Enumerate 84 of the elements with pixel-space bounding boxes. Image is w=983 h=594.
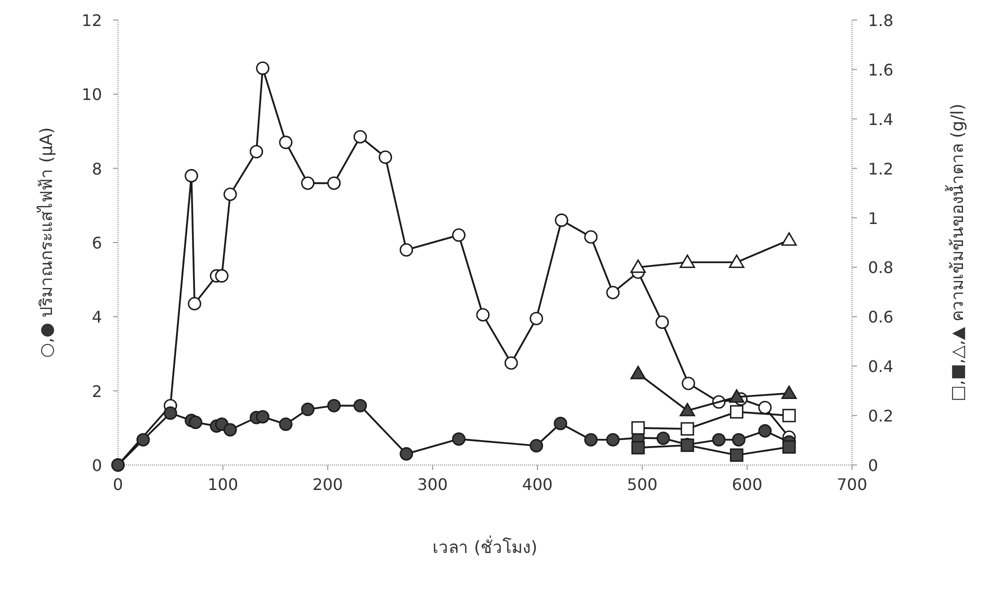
point (250, 144, 264, 158)
y-tick-label: 2 (92, 382, 102, 401)
point (606, 286, 620, 300)
point (301, 402, 314, 416)
point (223, 423, 237, 436)
x-tick-label: 500 (627, 475, 658, 494)
point (184, 169, 198, 182)
point (630, 366, 646, 380)
y2-tick-label: 1.8 (868, 11, 894, 30)
point (606, 433, 620, 446)
y2-axis-title: □,■,△,▲ ความเข้มข้นของน้ำตาล (g/l) (945, 104, 968, 402)
point (256, 410, 270, 424)
point (223, 188, 237, 201)
point (256, 62, 270, 75)
y2-tick-label: 1.6 (868, 60, 894, 80)
point (680, 254, 696, 268)
x-tick-label: 100 (208, 475, 238, 494)
point (758, 400, 772, 414)
point (504, 356, 518, 370)
point (680, 402, 696, 416)
point (630, 260, 646, 273)
point (327, 398, 341, 412)
point (712, 433, 726, 446)
point (279, 418, 292, 431)
point (682, 376, 696, 390)
point (476, 308, 490, 322)
point (656, 432, 670, 445)
point (631, 440, 645, 454)
x-tick-label: 0 (112, 475, 124, 494)
y2-tick-label: 0.2 (868, 406, 894, 426)
point (327, 176, 341, 190)
point (728, 389, 744, 403)
y2-tick-label: 1.4 (868, 110, 894, 129)
point (730, 448, 744, 462)
point (584, 230, 598, 244)
point (400, 447, 414, 461)
point (452, 228, 466, 242)
point (215, 269, 229, 283)
point (354, 130, 367, 144)
point (530, 312, 544, 326)
point (728, 254, 744, 268)
point (781, 232, 797, 246)
y-tick-label: 6 (92, 234, 102, 252)
x-tick-label: 200 (312, 475, 343, 494)
y2-tick-label: 0.4 (868, 357, 894, 376)
y-tick-label: 8 (92, 159, 102, 178)
point (164, 406, 178, 420)
point (188, 296, 202, 310)
x-tick-label: 400 (522, 475, 553, 494)
y-tick-label: 10 (82, 85, 102, 104)
point (354, 398, 367, 412)
y-tick-label: 0 (92, 456, 102, 475)
point (378, 150, 392, 164)
x-tick-label: 300 (417, 475, 448, 494)
x-axis-title: เวลา (ชั่วโมง) (432, 535, 538, 558)
point (730, 405, 744, 419)
y2-tick-label: 0.6 (868, 308, 894, 327)
point (530, 439, 544, 452)
point (301, 176, 314, 190)
point (554, 214, 568, 227)
y2-tick-label: 0 (868, 456, 878, 475)
y-tick-label: 12 (82, 11, 102, 30)
point (554, 416, 568, 430)
point (732, 433, 746, 446)
x-tick-label: 700 (836, 475, 868, 494)
y2-tick-label: 1.2 (868, 159, 894, 178)
y-axis-title: ○,● ปริมาณกระแสไฟฟ้า (µA) (36, 127, 57, 358)
point (452, 432, 466, 446)
point (758, 424, 772, 438)
point (782, 408, 796, 422)
point (631, 421, 645, 435)
y2-tick-label: 0.8 (868, 258, 894, 278)
point (584, 433, 598, 446)
point (781, 386, 797, 400)
point (188, 416, 202, 430)
y-tick-label: 4 (92, 308, 102, 327)
y2-tick-label: 1 (868, 208, 878, 228)
point (136, 433, 150, 446)
x-tick-label: 600 (732, 475, 762, 494)
point (400, 243, 414, 257)
point (279, 136, 292, 150)
point (680, 422, 694, 436)
point (656, 316, 669, 329)
point (782, 440, 796, 454)
